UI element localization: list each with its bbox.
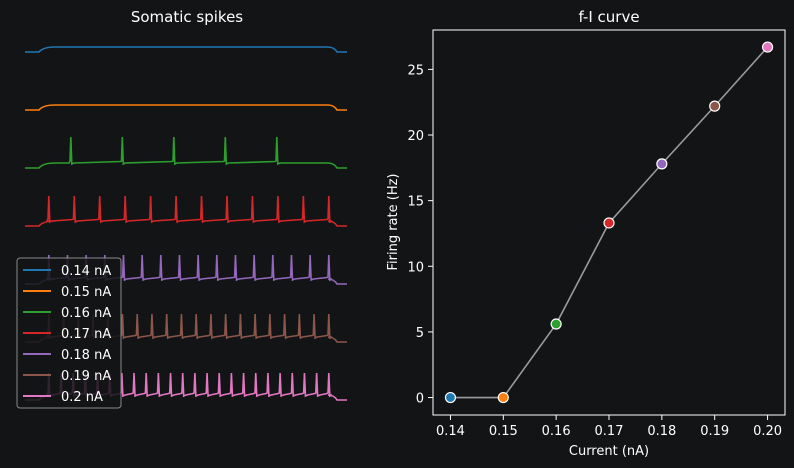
x-tick-label: 0.15 [489, 424, 518, 439]
data-point [550, 318, 562, 330]
x-tick-label: 0.19 [700, 424, 729, 439]
legend-label: 0.2 nA [61, 390, 103, 405]
y-tick-label: 15 [407, 195, 424, 210]
data-point [444, 391, 457, 404]
data-point [761, 41, 774, 53]
spikes-panel: Somatic spikes 0.14 nA 0.15 nA 0.16 nA 0.17… [16, 8, 347, 409]
x-tick-label: 0.20 [753, 424, 782, 439]
legend-label: 0.15 nA [61, 285, 111, 300]
y-axis-ticks: 0 5 10 15 20 25 [407, 63, 433, 407]
x-tick-label: 0.18 [647, 424, 676, 439]
data-point [497, 391, 509, 404]
legend-box [16, 257, 122, 409]
x-tick-label: 0.16 [542, 424, 571, 439]
legend-items: 0.14 nA 0.15 nA 0.16 nA 0.17 nA 0.18 nA 0.19 … [23, 264, 111, 405]
legend-label: 0.14 nA [61, 264, 111, 279]
data-point [603, 217, 615, 229]
fi-panel: f-I curve 0.14 0.15 0.16 0.17 0.18 0.19 0.20 0… [386, 8, 786, 459]
spike-trace [25, 104, 347, 111]
y-axis-label: Firing rate (Hz) [386, 173, 401, 270]
fi-title: f-I curve [578, 8, 639, 26]
legend-label: 0.17 nA [61, 327, 111, 342]
x-tick-label: 0.14 [436, 424, 465, 439]
spike-trace [25, 195, 347, 227]
fi-points [444, 41, 774, 404]
legend-label: 0.18 nA [61, 348, 111, 363]
x-axis-ticks: 0.14 0.15 0.16 0.17 0.18 0.19 0.20 [436, 415, 782, 439]
legend-label: 0.19 nA [61, 369, 111, 384]
y-tick-label: 20 [407, 129, 424, 144]
spikes-title: Somatic spikes [131, 8, 243, 26]
data-point [656, 158, 668, 170]
data-point [709, 100, 721, 112]
y-tick-label: 25 [407, 63, 424, 78]
spike-trace [25, 136, 347, 169]
y-tick-label: 5 [416, 326, 424, 341]
x-axis-label: Current (nA) [569, 444, 649, 459]
legend: 0.14 nA 0.15 nA 0.16 nA 0.17 nA 0.18 nA 0.19 … [16, 257, 122, 409]
x-tick-label: 0.17 [595, 424, 624, 439]
y-tick-label: 10 [407, 260, 424, 275]
legend-label: 0.16 nA [61, 306, 111, 321]
y-tick-label: 0 [416, 392, 424, 407]
spike-trace [25, 46, 347, 53]
